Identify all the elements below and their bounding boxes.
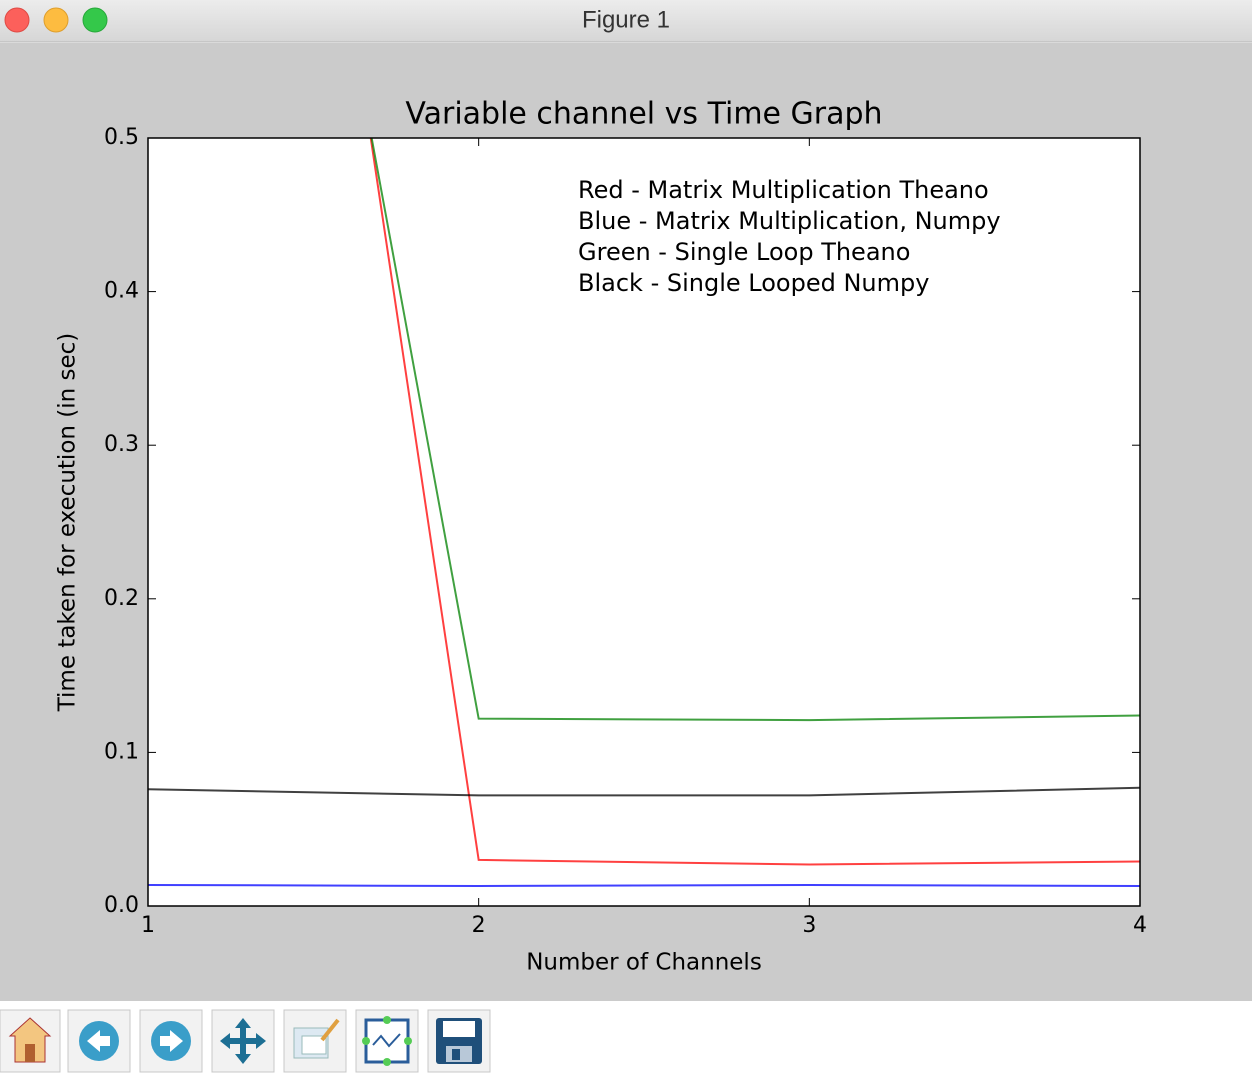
series-line (369, 138, 1140, 866)
annotation: Red - Matrix Multiplication Theano (578, 176, 989, 204)
window-title: Figure 1 (582, 6, 670, 33)
annotation: Blue - Matrix Multiplication, Numpy (578, 207, 1001, 235)
y-tick-label: 0.5 (104, 125, 139, 150)
zoom-rect-button[interactable] (283, 1009, 347, 1073)
annotation: Green - Single Loop Theano (578, 238, 910, 266)
pan-button[interactable] (211, 1009, 275, 1073)
chart-title: Variable channel vs Time Graph (405, 97, 882, 132)
y-axis-label: Time taken for execution (in sec) (55, 333, 81, 713)
series-line (148, 786, 1140, 797)
x-tick-label: 4 (1133, 913, 1147, 938)
title-bar (0, 0, 1252, 42)
y-tick-label: 0.4 (104, 279, 139, 304)
annotation: Black - Single Looped Numpy (578, 269, 929, 297)
home-button[interactable] (0, 1009, 61, 1073)
y-tick-label: 0.1 (104, 739, 139, 764)
x-tick-label: 3 (802, 913, 816, 938)
close-button[interactable] (4, 7, 30, 33)
x-tick-label: 1 (141, 913, 155, 938)
subplots-button[interactable] (355, 1009, 419, 1073)
series-line (370, 138, 1140, 722)
save-button[interactable] (427, 1009, 491, 1073)
toolbar (0, 1009, 491, 1073)
plot (148, 138, 1140, 888)
forward-button[interactable] (139, 1009, 203, 1073)
back-button[interactable] (67, 1009, 131, 1073)
plot-area (148, 138, 1140, 906)
zoom-button[interactable] (82, 7, 108, 33)
y-tick-label: 0.2 (104, 586, 139, 611)
series-group (148, 138, 1140, 888)
x-axis-label: Number of Channels (526, 950, 762, 976)
minimize-button[interactable] (43, 7, 69, 33)
x-tick-label: 2 (472, 913, 486, 938)
series-line (148, 883, 1140, 888)
y-tick-label: 0.3 (104, 432, 139, 457)
y-tick-label: 0.0 (104, 893, 139, 918)
axes-frame (147, 137, 1141, 907)
